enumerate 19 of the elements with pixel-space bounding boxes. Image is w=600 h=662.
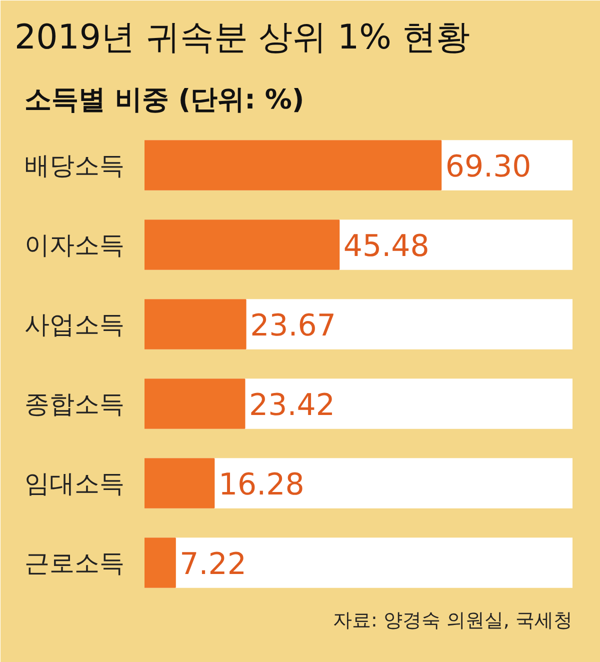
y-tick-label: 이자소득 (24, 230, 124, 260)
bar (144, 378, 246, 429)
y-tick-label: 종합소득 (24, 389, 124, 418)
data-label: 16.28 (218, 467, 304, 502)
chart-subtitle: 소득별 비중 (단위: %) (24, 84, 304, 116)
y-tick-label: 사업소득 (24, 310, 124, 339)
y-tick-label: 근로소득 (24, 548, 124, 578)
data-label: 23.67 (250, 308, 336, 344)
y-tick-label: 임대소득 (24, 468, 124, 498)
chart-title: 2019년 귀속분 상위 1% 현황 (14, 18, 470, 58)
bar (144, 458, 215, 508)
data-label: 23.42 (249, 388, 335, 423)
y-tick-label: 배당소득 (24, 150, 124, 180)
data-label: 45.48 (343, 228, 430, 264)
bar (144, 538, 176, 588)
data-label: 69.30 (445, 149, 532, 184)
data-label: 7.22 (180, 546, 246, 582)
text: 자료: 양경숙 의원실, 국세청 (332, 610, 573, 632)
bar (144, 299, 246, 350)
